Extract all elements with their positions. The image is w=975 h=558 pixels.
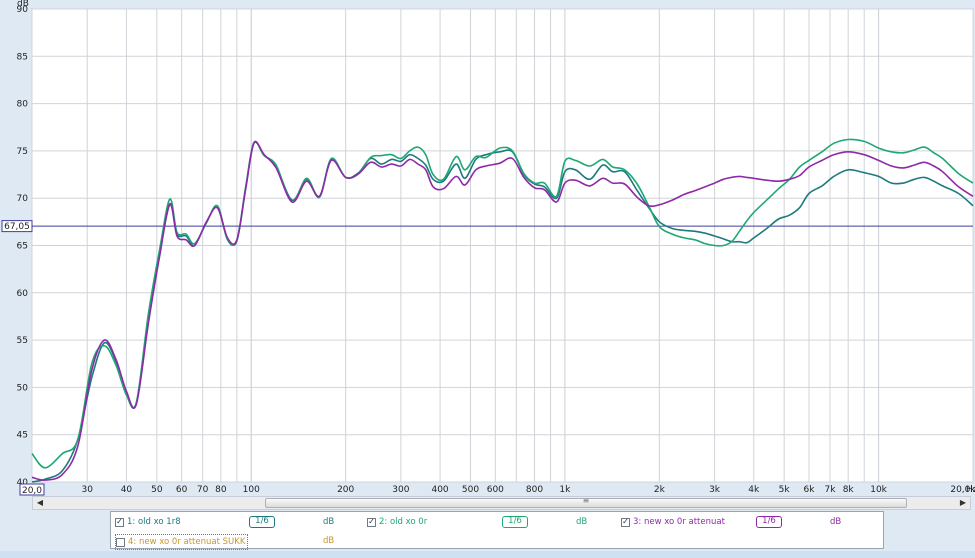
series-line-2[interactable] xyxy=(31,138,974,469)
x-tick-label: 80 xyxy=(215,485,227,495)
legend-label-2: 2: old xo 0r xyxy=(379,517,428,527)
y-tick-label: 70 xyxy=(17,194,29,204)
x-axis-unit-label: Hz xyxy=(966,485,975,495)
x-tick-label: 2k xyxy=(654,485,666,495)
legend-unit-1: dB xyxy=(323,517,335,527)
x-tick-label: 40 xyxy=(121,485,133,495)
x-tick-label: 30 xyxy=(82,485,94,495)
scroll-thumb[interactable]: ≡ xyxy=(265,496,907,508)
x-axis-ticks: 30 40 50 60 70 80 100 200 300 400 500 600 800 1k 2k 3k 4… xyxy=(82,485,975,495)
x-tick-label: 200 xyxy=(337,485,354,495)
y-tick-label: 55 xyxy=(17,336,28,346)
x-tick-label: 7k xyxy=(825,485,837,495)
legend-unit-4: dB xyxy=(323,536,335,546)
legend-checkbox-2[interactable]: ✓ xyxy=(367,517,376,527)
x-tick-label: 3k xyxy=(709,485,721,495)
window-bottom-edge xyxy=(0,551,975,558)
scroll-grip-icon: ≡ xyxy=(582,496,590,505)
x-tick-label: 500 xyxy=(462,485,479,495)
legend-unit-3: dB xyxy=(830,517,842,527)
y-tick-label: 65 xyxy=(17,242,28,252)
x-tick-label: 20,0k xyxy=(950,485,975,495)
legend-item-1[interactable]: ✓ 1: old xo 1r8 xyxy=(115,515,181,529)
series-layer xyxy=(31,138,974,483)
x-tick-label: 100 xyxy=(243,485,260,495)
legend-label-1: 1: old xo 1r8 xyxy=(127,517,181,527)
legend-item-4[interactable]: 4: new xo 0r attenuat SUKK xyxy=(115,534,249,550)
legend-label-4: 4: new xo 0r attenuat SUKK xyxy=(128,537,246,547)
cursor-value-box[interactable]: 67,05 xyxy=(1,220,33,233)
x-tick-label: 5k xyxy=(779,485,791,495)
svg-text:20,0: 20,0 xyxy=(22,486,42,496)
x-tick-label: 1k xyxy=(559,485,571,495)
x-tick-label: 4k xyxy=(748,485,760,495)
x-tick-label: 6k xyxy=(804,485,816,495)
y-tick-label: 40 xyxy=(17,478,29,488)
y-tick-label: 85 xyxy=(17,52,28,62)
x-tick-label: 8k xyxy=(843,485,855,495)
y-tick-label: 75 xyxy=(17,147,28,157)
smoothing-button-1[interactable]: 1/6 xyxy=(249,516,275,528)
frequency-response-chart[interactable]: 90 85 80 75 70 65 60 55 50 45 40 30 40 50 60 70 80 100 20… xyxy=(0,0,975,500)
y-axis-unit-label: dB xyxy=(17,0,29,9)
x-tick-label: 10k xyxy=(870,485,887,495)
y-tick-label: 50 xyxy=(17,383,29,393)
legend-panel: ✓ 1: old xo 1r8 1/6 dB ✓ 2: old xo 0r 1/… xyxy=(110,511,884,550)
svg-text:67,05: 67,05 xyxy=(4,222,30,232)
smoothing-button-2[interactable]: 1/6 xyxy=(502,516,528,528)
legend-item-3[interactable]: ✓ 3: new xo 0r attenuat xyxy=(621,515,725,529)
horizontal-scrollbar[interactable]: ◀ ≡ ▶ xyxy=(32,496,971,510)
x-tick-label: 600 xyxy=(487,485,504,495)
scroll-right-icon[interactable]: ▶ xyxy=(959,498,967,507)
y-axis-ticks: 90 85 80 75 70 65 60 55 50 45 40 xyxy=(17,5,29,488)
series-line-3[interactable] xyxy=(31,141,974,481)
x-tick-label: 800 xyxy=(526,485,543,495)
x-tick-label: 300 xyxy=(392,485,409,495)
x-tick-label: 400 xyxy=(431,485,448,495)
y-tick-label: 80 xyxy=(17,100,29,110)
x-tick-label: 50 xyxy=(151,485,163,495)
scroll-left-icon[interactable]: ◀ xyxy=(36,498,44,507)
legend-label-3: 3: new xo 0r attenuat xyxy=(633,517,725,527)
legend-checkbox-1[interactable]: ✓ xyxy=(115,517,124,527)
smoothing-button-3[interactable]: 1/6 xyxy=(756,516,782,528)
y-tick-label: 90 xyxy=(17,5,29,15)
x-min-value-box[interactable]: 20,0 xyxy=(19,483,45,496)
legend-checkbox-3[interactable]: ✓ xyxy=(621,517,630,527)
x-tick-label: 70 xyxy=(197,485,209,495)
x-tick-label: 60 xyxy=(176,485,188,495)
y-tick-label: 45 xyxy=(17,431,28,441)
legend-item-2[interactable]: ✓ 2: old xo 0r xyxy=(367,515,427,529)
y-tick-label: 60 xyxy=(17,289,29,299)
legend-unit-2: dB xyxy=(576,517,588,527)
legend-checkbox-4[interactable] xyxy=(116,537,125,547)
